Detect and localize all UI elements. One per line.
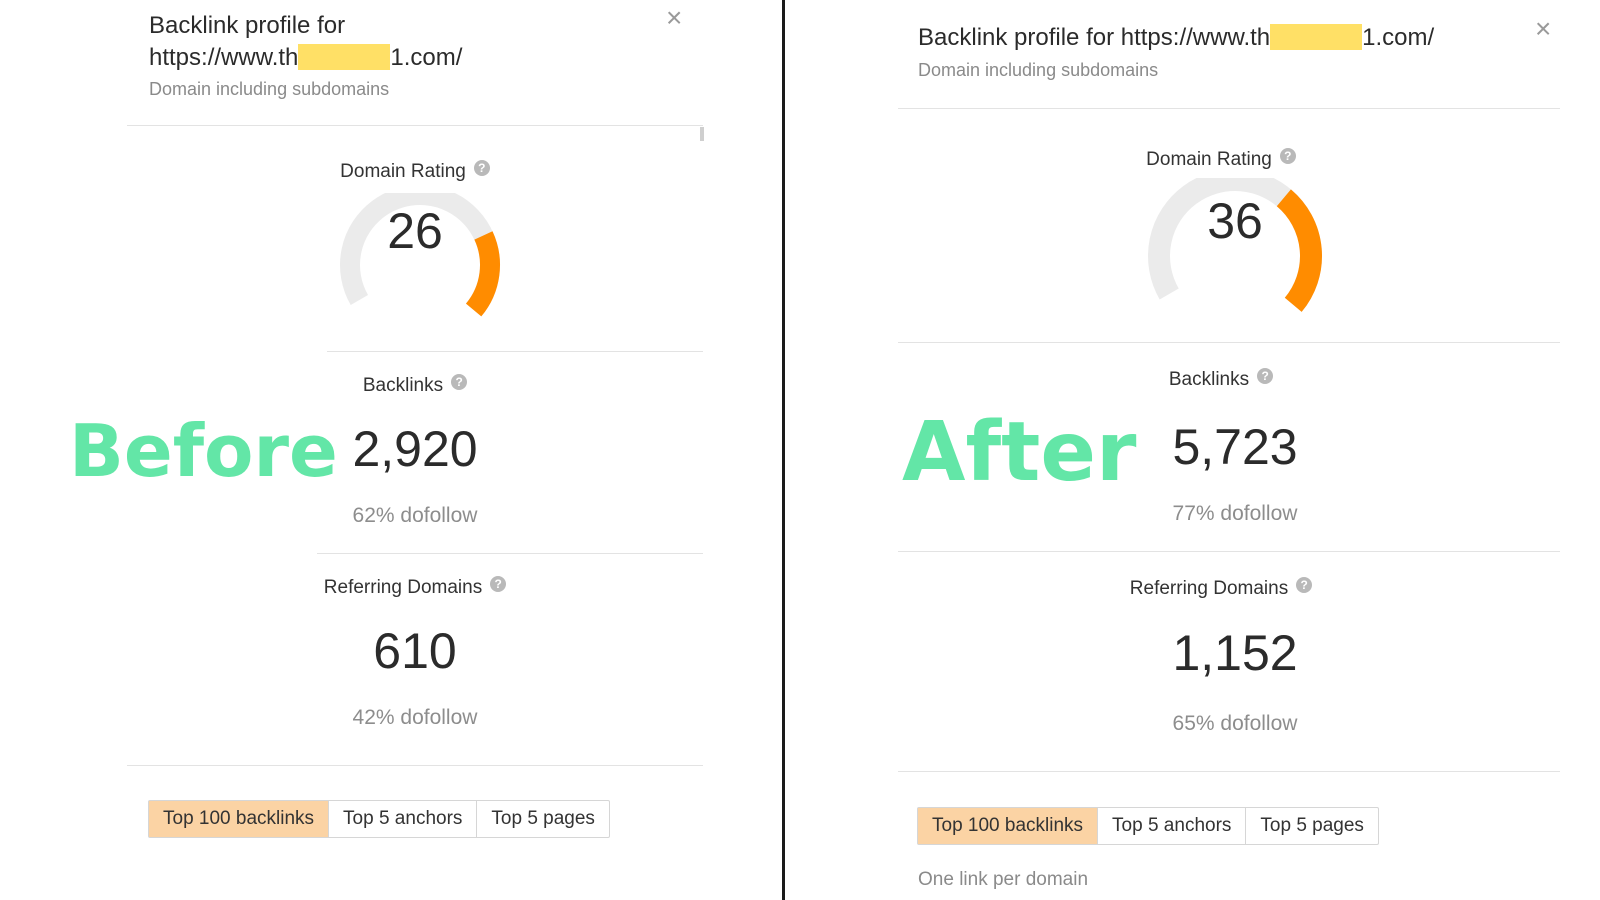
domain-rating-gauge — [340, 193, 500, 317]
tab-top-100-backlinks[interactable]: Top 100 backlinks — [918, 808, 1099, 844]
tab-bar: Top 100 backlinks Top 5 anchors Top 5 pa… — [148, 800, 610, 838]
referring-domains-label: Referring Domains? — [1096, 577, 1346, 600]
title-line-1: Backlink profile for — [149, 12, 346, 39]
backlinks-label-text: Backlinks — [362, 375, 444, 396]
one-link-per-domain-note: One link per domain — [918, 869, 1089, 890]
section-divider — [898, 342, 1560, 343]
backlinks-dofollow: 77% dofollow — [1172, 502, 1298, 525]
tab-top-100-backlinks[interactable]: Top 100 backlinks — [149, 801, 330, 837]
backlinks-dofollow: 62% dofollow — [352, 504, 478, 527]
panel-title: Backlink profile for https://www.th 1.com… — [918, 22, 1434, 54]
tab-top-5-anchors[interactable]: Top 5 anchors — [1098, 808, 1247, 844]
panel-title: Backlink profile for https://www.th 1.com… — [149, 10, 462, 74]
scrollbar-thumb[interactable] — [700, 127, 704, 141]
backlinks-label: Backlinks? — [1106, 368, 1336, 391]
backlinks-label: Backlinks? — [300, 374, 530, 397]
backlinks-value: 2,920 — [352, 421, 478, 477]
panel-subtitle: Domain including subdomains — [918, 60, 1159, 80]
redaction-block — [1270, 24, 1363, 50]
header-divider — [127, 125, 703, 126]
section-divider — [898, 551, 1560, 552]
referring-domains-label-text: Referring Domains — [1129, 578, 1289, 599]
after-caption: After — [902, 405, 1137, 500]
section-divider — [327, 351, 703, 352]
referring-domains-dofollow: 65% dofollow — [1172, 712, 1298, 735]
domain-rating-label: Domain Rating? — [1106, 148, 1336, 171]
gauge-fill — [465, 231, 500, 317]
help-icon[interactable]: ? — [473, 160, 490, 176]
help-icon[interactable]: ? — [451, 374, 468, 390]
referring-domains-value: 1,152 — [1172, 625, 1298, 681]
domain-rating-value: 26 — [387, 203, 443, 259]
header-divider — [898, 108, 1560, 109]
tab-top-5-pages[interactable]: Top 5 pages — [1260, 815, 1364, 836]
url-prefix: https://www.th — [149, 44, 299, 71]
title-prefix: Backlink profile for https://www.th — [918, 24, 1271, 51]
close-icon[interactable]: × — [666, 2, 683, 33]
panel-divider — [782, 0, 785, 900]
panel-subtitle: Domain including subdomains — [149, 79, 390, 99]
gauge-fill — [1276, 189, 1322, 312]
domain-rating-label-text: Domain Rating — [340, 161, 466, 182]
title-url: https://www.th 1.com/ — [149, 42, 462, 74]
domain-rating-label: Domain Rating? — [300, 160, 530, 183]
tab-top-5-anchors[interactable]: Top 5 anchors — [329, 801, 478, 837]
domain-rating-gauge — [1148, 178, 1322, 312]
domain-rating-value: 36 — [1207, 193, 1263, 249]
help-icon[interactable]: ? — [1279, 148, 1296, 164]
before-caption: Before — [69, 409, 338, 493]
referring-domains-label-text: Referring Domains — [323, 577, 483, 598]
help-icon[interactable]: ? — [1296, 577, 1313, 593]
close-icon[interactable]: × — [1535, 13, 1552, 44]
url-suffix: 1.com/ — [390, 44, 463, 71]
after-panel: Backlink profile for https://www.th 1.com… — [786, 0, 1600, 900]
redaction-block — [298, 44, 391, 70]
url-suffix: 1.com/ — [1362, 24, 1435, 51]
referring-domains-value: 610 — [373, 623, 457, 679]
help-icon[interactable]: ? — [490, 576, 507, 592]
section-divider — [317, 553, 703, 554]
help-icon[interactable]: ? — [1257, 368, 1274, 384]
referring-domains-label: Referring Domains? — [290, 576, 540, 599]
backlinks-value: 5,723 — [1172, 419, 1298, 475]
section-divider — [898, 771, 1560, 772]
tab-top-5-pages[interactable]: Top 5 pages — [491, 808, 595, 829]
section-divider — [127, 765, 703, 766]
referring-domains-dofollow: 42% dofollow — [352, 706, 478, 729]
domain-rating-label-text: Domain Rating — [1146, 149, 1272, 170]
tab-bar: Top 100 backlinks Top 5 anchors Top 5 pa… — [917, 807, 1379, 845]
backlinks-label-text: Backlinks — [1168, 369, 1250, 390]
before-panel: Backlink profile for https://www.th 1.com… — [0, 0, 782, 900]
